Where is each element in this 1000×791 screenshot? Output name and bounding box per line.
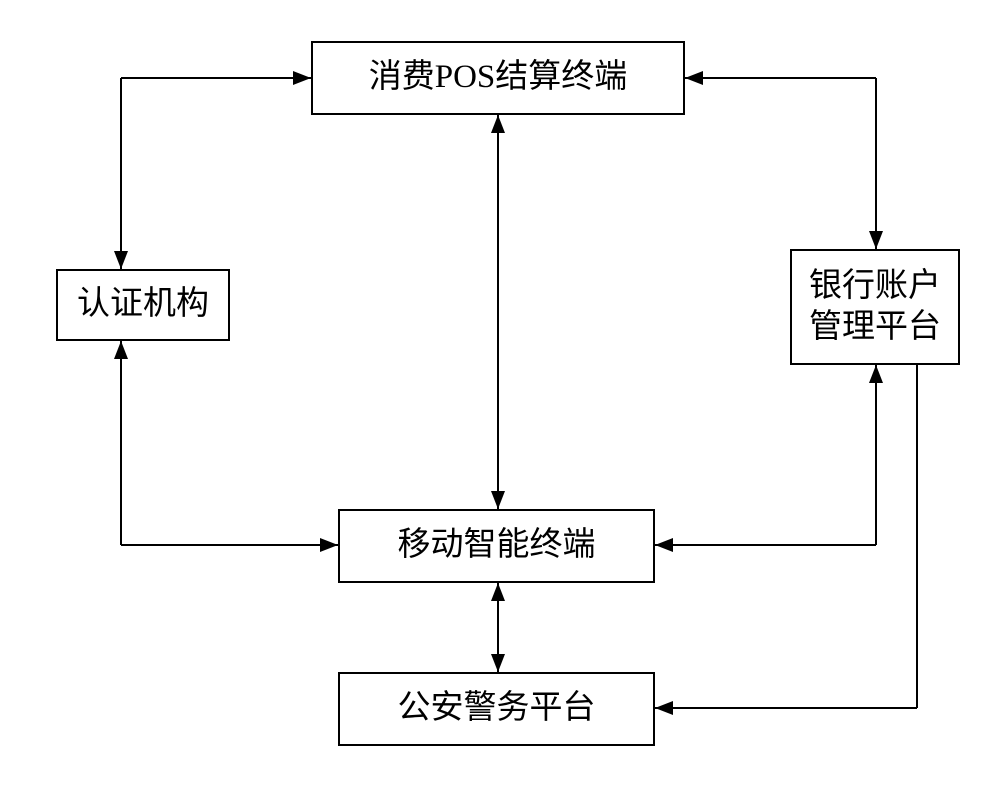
- node-pos-terminal: 消费POS结算终端: [311, 41, 685, 115]
- node-label: 移动智能终端: [398, 525, 596, 566]
- node-mobile-terminal: 移动智能终端: [338, 509, 655, 583]
- node-label: 银行账户管理平台: [809, 266, 941, 349]
- diagram-canvas: 消费POS结算终端 认证机构 银行账户管理平台 移动智能终端 公安警务平台: [0, 0, 1000, 791]
- node-police-platform: 公安警务平台: [338, 672, 655, 746]
- node-label: 消费POS结算终端: [369, 57, 628, 98]
- node-bank-platform: 银行账户管理平台: [790, 249, 960, 365]
- node-label: 公安警务平台: [398, 688, 596, 729]
- node-cert-authority: 认证机构: [56, 269, 230, 341]
- node-label: 认证机构: [77, 284, 209, 325]
